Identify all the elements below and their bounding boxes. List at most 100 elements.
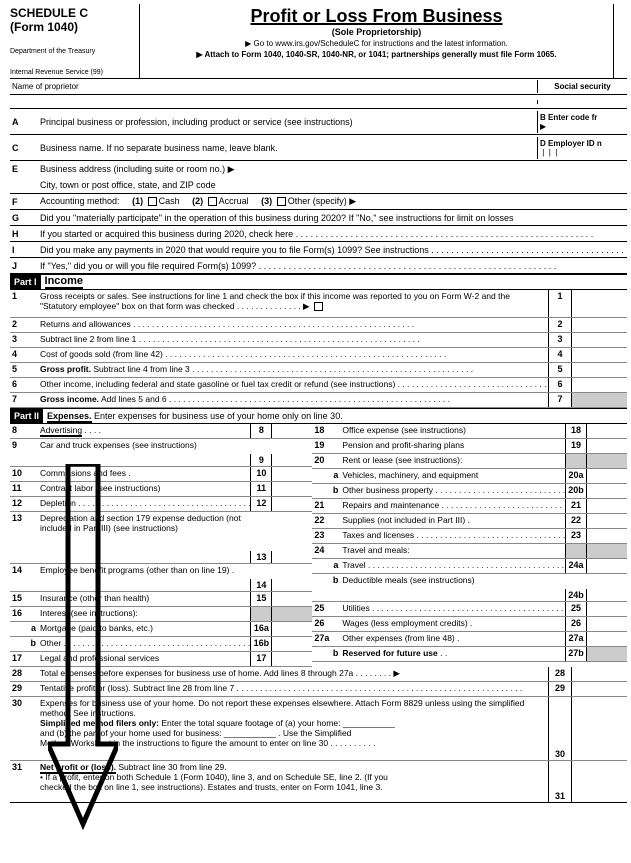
E-text2: City, town or post office, state, and ZI… [38, 178, 627, 192]
line-20: 20Rent or lease (see instructions): [312, 454, 627, 469]
dept1: Department of the Treasury [10, 48, 135, 55]
line-3: 3Subtract line 2 from line 13 [10, 333, 627, 348]
H-text: If you started or acquired this business… [38, 227, 627, 241]
cash-checkbox[interactable] [148, 197, 157, 206]
line-7: 7Gross income. Add lines 5 and 6 7 [10, 393, 627, 408]
part2-title: Expenses. [47, 411, 92, 423]
line-J: JIf "Yes," did you or will you file requ… [10, 258, 627, 274]
l2-desc: Returns and allowances [38, 318, 548, 332]
form-title: Profit or Loss From Business [144, 6, 609, 27]
line-26: 26Wages (less employment credits) .26 [312, 617, 627, 632]
line-24: 24Travel and meals: [312, 544, 627, 559]
l4-amt[interactable] [572, 348, 627, 362]
l2-box: 2 [548, 318, 572, 332]
line-2: 2Returns and allowances2 [10, 318, 627, 333]
J-label: J [10, 261, 38, 271]
l5-box: 5 [548, 363, 572, 377]
line-I: IDid you make any payments in 2020 that … [10, 242, 627, 258]
J-text: If "Yes," did you or will you file requi… [38, 259, 627, 273]
l6-amt[interactable] [572, 378, 627, 392]
line-4: 4Cost of goods sold (from line 42)4 [10, 348, 627, 363]
A-label: A [10, 117, 38, 127]
other-checkbox[interactable] [277, 197, 286, 206]
line-20a: aVehicles, machinery, and equipment20a [312, 469, 627, 484]
form-number: (Form 1040) [10, 20, 135, 34]
line-E: EBusiness address (including suite or ro… [10, 161, 627, 194]
line-A: A Principal business or profession, incl… [10, 109, 627, 135]
form-subtitle: (Sole Proprietorship) [144, 27, 609, 37]
F-text: Accounting method: (1) Cash (2) Accrual … [38, 194, 627, 209]
B-label: B Enter code fr [540, 113, 597, 122]
line-C: C Business name. If no separate business… [10, 135, 627, 161]
l3-amt[interactable] [572, 333, 627, 347]
name-label: Name of proprietor [10, 80, 537, 93]
E-text1: Business address (including suite or roo… [38, 162, 627, 177]
line-G: GDid you "materially participate" in the… [10, 210, 627, 226]
header-right [613, 4, 627, 78]
l1-amt[interactable] [572, 290, 627, 317]
l6-num: 6 [10, 378, 38, 392]
line-5: 5Gross profit. Subtract line 4 from line… [10, 363, 627, 378]
part1-label: Part I [10, 275, 41, 289]
line-24b: bDeductible meals (see instructions)24b [312, 574, 627, 602]
l3-desc: Subtract line 2 from line 1 [38, 333, 548, 347]
name-input-row[interactable] [10, 95, 627, 109]
l1-num: 1 [10, 290, 38, 317]
l3-box: 3 [548, 333, 572, 347]
line-27b: bReserved for future use . .27b [312, 647, 627, 662]
line-18: 18Office expense (see instructions)18 [312, 424, 627, 439]
l7-amt[interactable] [572, 393, 627, 407]
part1-title: Income [45, 275, 84, 289]
C-label: C [10, 143, 38, 153]
form-header: SCHEDULE C (Form 1040) Department of the… [10, 4, 627, 79]
header-mid: Profit or Loss From Business (Sole Propr… [140, 4, 613, 78]
I-label: I [10, 245, 38, 255]
accrual-checkbox[interactable] [208, 197, 217, 206]
attach-text: ▶ Attach to Form 1040, 1040-SR, 1040-NR,… [144, 50, 609, 59]
line-19: 19Pension and profit-sharing plans19 [312, 439, 627, 454]
expense-col-right: 18Office expense (see instructions)18 19… [312, 424, 627, 667]
C-text: Business name. If no separate business n… [38, 141, 537, 155]
annotation-arrow-icon [48, 464, 118, 834]
l5-num: 5 [10, 363, 38, 377]
G-text: Did you "materially participate" in the … [38, 211, 627, 225]
l1-box: 1 [548, 290, 572, 317]
l2-amt[interactable] [572, 318, 627, 332]
line-27a: 27aOther expenses (from line 48) .27a [312, 632, 627, 647]
goto-text: ▶ Go to www.irs.gov/ScheduleC for instru… [144, 39, 609, 48]
F-label: F [10, 197, 38, 207]
l6-box: 6 [548, 378, 572, 392]
l5-amt[interactable] [572, 363, 627, 377]
name-row: Name of proprietor Social security [10, 79, 627, 95]
l7-box: 7 [548, 393, 572, 407]
line-23: 23Taxes and licenses .23 [312, 529, 627, 544]
D-label: D Employer ID n [540, 139, 602, 148]
ss-label: Social security [537, 80, 627, 93]
l7-desc: Gross income. Add lines 5 and 6 [38, 393, 548, 407]
line-25: 25Utilities25 [312, 602, 627, 617]
H-label: H [10, 229, 38, 239]
line-1: 1 Gross receipts or sales. See instructi… [10, 290, 627, 318]
line-20b: bOther business property20b [312, 484, 627, 499]
D-box: D Employer ID n | | | [537, 137, 627, 159]
line-F: F Accounting method: (1) Cash (2) Accrua… [10, 194, 627, 210]
part2-sub: Enter expenses for business use of your … [92, 411, 343, 421]
G-label: G [10, 213, 38, 223]
dept2: Internal Revenue Service (99) [10, 69, 135, 76]
part2-header: Part II Expenses. Enter expenses for bus… [10, 408, 627, 424]
l4-desc: Cost of goods sold (from line 42) [38, 348, 548, 362]
l1-checkbox[interactable] [314, 302, 323, 311]
line-H: HIf you started or acquired this busines… [10, 226, 627, 242]
l4-num: 4 [10, 348, 38, 362]
part1-header: Part I Income [10, 274, 627, 290]
l4-box: 4 [548, 348, 572, 362]
B-box: B Enter code fr ▶ [537, 111, 627, 133]
l2-num: 2 [10, 318, 38, 332]
part2-label: Part II [10, 409, 43, 423]
line-21: 21Repairs and maintenance .21 [312, 499, 627, 514]
l5-desc: Gross profit. Subtract line 4 from line … [38, 363, 548, 377]
l7-num: 7 [10, 393, 38, 407]
line-6: 6Other income, including federal and sta… [10, 378, 627, 393]
A-text: Principal business or profession, includ… [38, 115, 537, 129]
header-left: SCHEDULE C (Form 1040) Department of the… [10, 4, 140, 78]
